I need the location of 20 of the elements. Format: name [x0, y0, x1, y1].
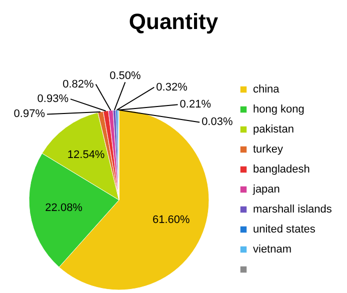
- legend-label: japan: [252, 184, 280, 196]
- legend-label: marshall islands: [253, 204, 332, 216]
- data-label: 0.50%: [110, 70, 141, 82]
- chart-title: Quantity: [128, 9, 219, 34]
- data-label: 61.60%: [152, 214, 190, 226]
- legend-label: vietnam: [253, 244, 292, 256]
- data-label: 0.82%: [62, 78, 94, 90]
- data-label: 0.32%: [156, 81, 188, 94]
- data-label: 0.03%: [202, 116, 233, 128]
- data-label: 12.54%: [67, 148, 105, 161]
- legend-label: pakistan: [253, 124, 294, 136]
- data-label: 0.21%: [180, 98, 212, 111]
- legend-label: hong kong: [253, 104, 304, 116]
- legend-label: turkey: [253, 144, 284, 156]
- legend-label: china: [253, 84, 280, 96]
- data-label: 0.97%: [14, 108, 46, 120]
- data-label: 0.93%: [37, 93, 69, 106]
- legend-label: bangladesh: [253, 164, 310, 176]
- data-label: 22.08%: [45, 202, 83, 214]
- legend-label: united states: [253, 224, 316, 236]
